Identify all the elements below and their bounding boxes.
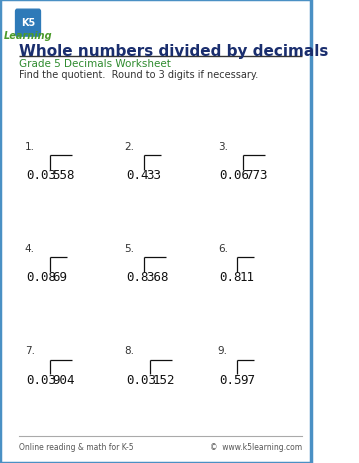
Text: Find the quotient.  Round to 3 digits if necessary.: Find the quotient. Round to 3 digits if … <box>19 69 258 80</box>
Text: 558: 558 <box>52 169 75 182</box>
Text: 1.: 1. <box>25 141 35 151</box>
Text: 0.5: 0.5 <box>219 373 242 386</box>
Text: ©  www.k5learning.com: © www.k5learning.com <box>210 442 302 450</box>
Text: 0.4: 0.4 <box>126 169 149 182</box>
Text: 6.: 6. <box>218 243 228 253</box>
FancyBboxPatch shape <box>15 10 41 37</box>
Text: Grade 5 Decimals Worksheet: Grade 5 Decimals Worksheet <box>19 59 171 69</box>
Text: 0.8: 0.8 <box>126 271 149 284</box>
Text: 773: 773 <box>246 169 268 182</box>
Text: 8.: 8. <box>125 345 135 355</box>
Text: Whole numbers divided by decimals: Whole numbers divided by decimals <box>19 44 328 59</box>
Text: 9.: 9. <box>218 345 228 355</box>
Text: Online reading & math for K-5: Online reading & math for K-5 <box>19 442 133 450</box>
Text: 5.: 5. <box>125 243 135 253</box>
Text: 0.03: 0.03 <box>27 169 56 182</box>
Text: 2.: 2. <box>125 141 135 151</box>
Text: 0.08: 0.08 <box>27 271 56 284</box>
Text: 152: 152 <box>152 373 175 386</box>
Text: 0.03: 0.03 <box>126 373 156 386</box>
Text: 3.: 3. <box>218 141 228 151</box>
Text: 0.03: 0.03 <box>27 373 56 386</box>
Text: 0.06: 0.06 <box>219 169 250 182</box>
Text: 904: 904 <box>52 373 75 386</box>
Text: 69: 69 <box>52 271 67 284</box>
Text: 368: 368 <box>146 271 169 284</box>
Text: Learning: Learning <box>4 31 52 41</box>
Text: 0.8: 0.8 <box>219 271 242 284</box>
Text: 97: 97 <box>240 373 255 386</box>
Text: 7.: 7. <box>25 345 35 355</box>
Text: 11: 11 <box>240 271 255 284</box>
Text: 4.: 4. <box>25 243 35 253</box>
Text: K5: K5 <box>21 18 35 28</box>
Text: 33: 33 <box>146 169 162 182</box>
